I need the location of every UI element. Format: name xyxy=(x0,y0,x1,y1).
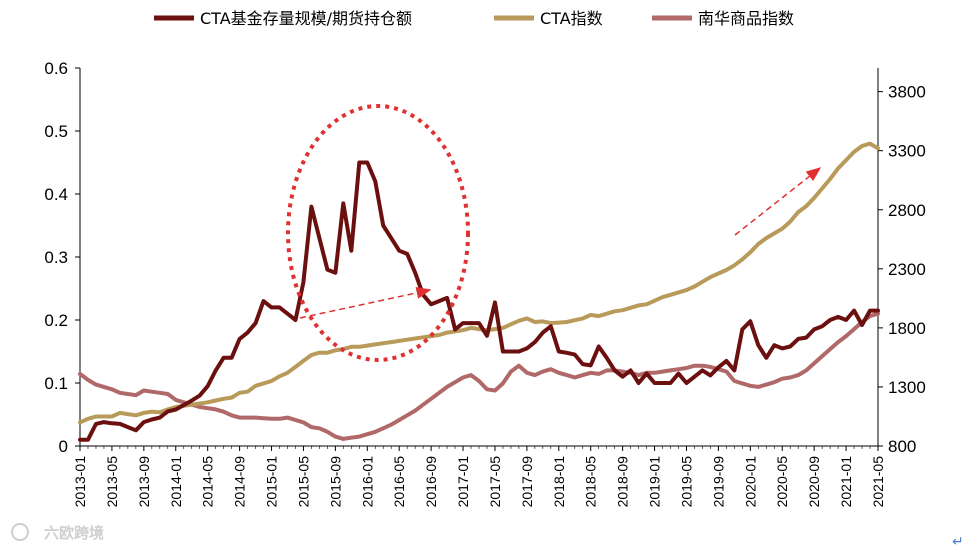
right-axis-tick-label: 2800 xyxy=(888,201,926,220)
left-axis-tick-label: 0.3 xyxy=(44,248,68,267)
right-axis: 800 1300 1800 2300 2800 3300 3800 xyxy=(877,68,926,456)
left-axis-tick-label: 0.5 xyxy=(44,122,68,141)
x-axis-tick-label: 2019-05 xyxy=(678,456,694,508)
x-axis: 2013-01 2013-05 2013-09 2014-01 2014-05 2014-… xyxy=(72,445,886,508)
x-axis-tick-label: 2015-05 xyxy=(295,456,311,508)
watermark-logo-icon xyxy=(11,523,29,541)
x-axis-tick-label: 2021-01 xyxy=(838,456,854,508)
x-axis-tick-label: 2019-09 xyxy=(710,456,726,508)
left-axis-tick-label: 0.1 xyxy=(44,374,68,393)
right-axis-tick-label: 3800 xyxy=(888,83,926,102)
right-axis-tick-label: 2300 xyxy=(888,260,926,279)
x-axis-tick-label: 2018-09 xyxy=(615,456,631,508)
x-axis-tick-label: 2020-01 xyxy=(742,456,758,508)
series-line-nanhua-index xyxy=(78,311,880,441)
watermark-text: 六欧跨境 xyxy=(44,524,104,542)
right-axis-tick-label: 1800 xyxy=(888,319,926,338)
x-axis-tick-label: 2018-01 xyxy=(551,456,567,508)
corner-return-mark: ↵ xyxy=(952,533,964,549)
x-axis-tick-label: 2013-09 xyxy=(136,456,152,508)
x-axis-tick-label: 2015-09 xyxy=(327,456,343,508)
watermark: 六欧跨境 xyxy=(11,523,104,542)
legend-label-nanhua: 南华商品指数 xyxy=(698,9,794,28)
x-axis-tick-label: 2020-09 xyxy=(806,456,822,508)
left-axis-tick-label: 0.6 xyxy=(44,59,68,78)
legend-label-cta-fund: CTA基金存量规模/期货持仓额 xyxy=(200,9,412,28)
highlight-ellipse xyxy=(286,104,470,362)
left-axis-tick-label: 0 xyxy=(59,437,68,456)
left-axis-tick-label: 0.2 xyxy=(44,311,68,330)
x-axis-tick-label: 2016-01 xyxy=(359,456,375,508)
x-axis-tick-label: 2016-05 xyxy=(391,456,407,508)
x-axis-tick-label: 2017-05 xyxy=(487,456,503,508)
left-axis: 0 0.1 0.2 0.3 0.4 0.5 0.6 xyxy=(44,59,81,456)
x-axis-tick-label: 2015-01 xyxy=(264,456,280,508)
legend: CTA基金存量规模/期货持仓额 CTA指数 南华商品指数 xyxy=(154,9,794,28)
left-axis-tick-label: 0.4 xyxy=(44,185,68,204)
trend-arrow-1 xyxy=(299,286,432,319)
x-axis-tick-label: 2014-05 xyxy=(200,456,216,508)
x-axis-tick-label: 2018-05 xyxy=(583,456,599,508)
right-axis-tick-label: 3300 xyxy=(888,142,926,161)
x-axis-tick-label: 2016-09 xyxy=(423,456,439,508)
x-axis-tick-label: 2019-01 xyxy=(647,456,663,508)
x-axis-tick-label: 2017-01 xyxy=(455,456,471,508)
annotations xyxy=(286,104,822,362)
series-line-cta-index xyxy=(78,141,880,425)
x-axis-tick-label: 2020-05 xyxy=(774,456,790,508)
x-axis-tick-label: 2014-09 xyxy=(232,456,248,508)
x-axis-tick-label: 2017-09 xyxy=(519,456,535,508)
x-axis-tick-label: 2013-01 xyxy=(72,456,88,508)
series-layer xyxy=(78,141,880,442)
x-axis-tick-label: 2014-01 xyxy=(168,456,184,508)
x-axis-tick-label: 2013-05 xyxy=(104,456,120,508)
right-axis-tick-label: 800 xyxy=(888,437,916,456)
legend-label-cta-index: CTA指数 xyxy=(540,9,603,28)
series-line-cta-fund-ratio xyxy=(78,160,880,442)
x-axis-tick-label: 2021-05 xyxy=(870,456,886,508)
right-axis-tick-label: 1300 xyxy=(888,378,926,397)
trend-arrow-2 xyxy=(734,167,822,236)
